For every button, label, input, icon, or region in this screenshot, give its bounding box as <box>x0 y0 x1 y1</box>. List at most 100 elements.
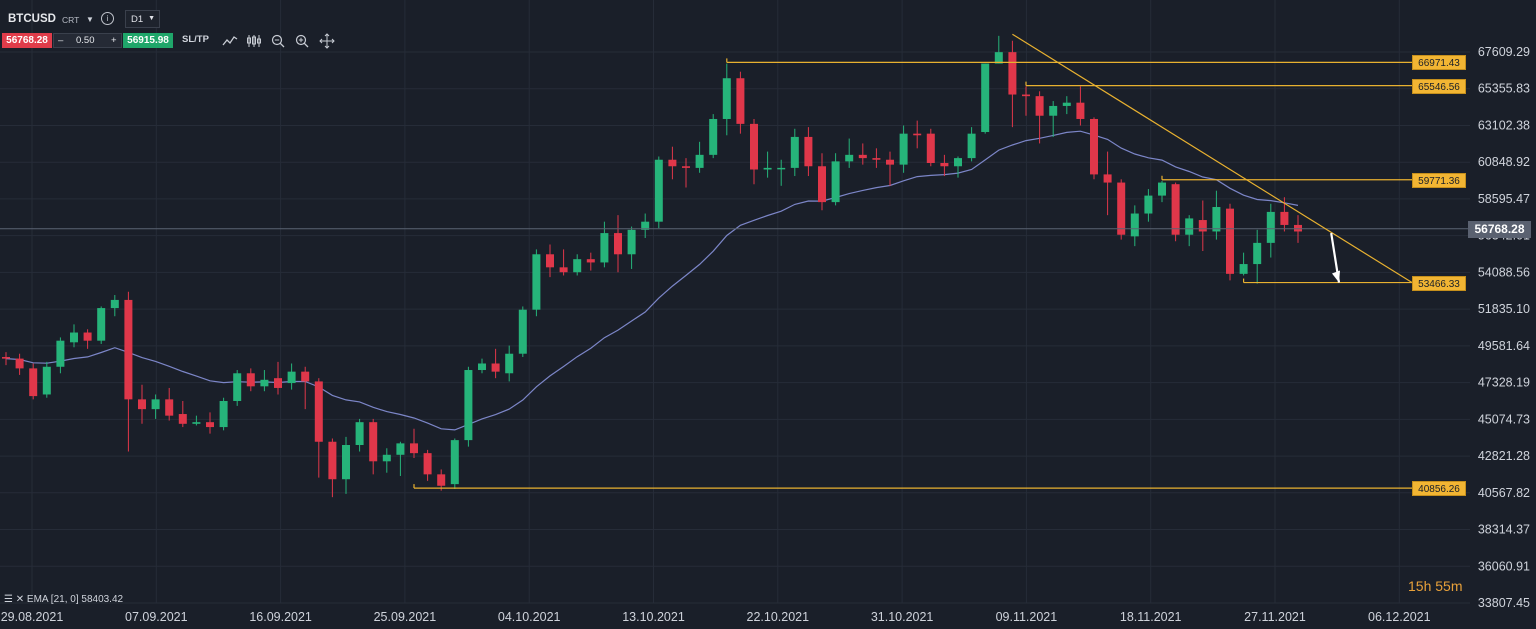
candle <box>491 348 500 379</box>
candle-body <box>42 366 51 395</box>
candle <box>15 353 24 375</box>
candle-body <box>2 356 10 359</box>
candle-body <box>790 136 799 168</box>
indicator-label: EMA [21, 0] 58403.42 <box>26 594 124 605</box>
candle-body <box>872 158 881 160</box>
indicators-icon[interactable] <box>246 33 262 49</box>
candle <box>573 254 582 276</box>
sell-button[interactable]: 56768.28 <box>2 33 52 48</box>
candle-body <box>1158 182 1166 196</box>
ema-21-line <box>5 130 1299 431</box>
candle <box>1035 91 1044 144</box>
crosshair-icon[interactable] <box>319 33 335 49</box>
candle-body <box>1076 102 1085 119</box>
candle <box>151 394 160 419</box>
x-tick-label: 22.10.2021 <box>747 610 810 624</box>
candle <box>872 148 881 168</box>
quantity-decrease-button[interactable]: – <box>58 35 64 46</box>
candle <box>886 151 894 186</box>
candle <box>369 418 378 475</box>
candle <box>192 415 201 426</box>
candle-body <box>682 166 690 168</box>
candle <box>804 127 813 177</box>
candle <box>818 153 826 211</box>
candle-body <box>1198 220 1207 232</box>
candle-body <box>641 221 650 230</box>
candle <box>1090 117 1098 180</box>
level-price-tag[interactable]: 66971.43 <box>1412 55 1466 71</box>
level-lines[interactable] <box>0 33 1468 489</box>
candle <box>314 378 323 478</box>
candle <box>355 418 364 452</box>
y-tick-label: 42821.28 <box>1478 449 1530 463</box>
candle <box>750 118 758 185</box>
candle-body <box>287 371 296 384</box>
candle-body <box>1062 102 1071 106</box>
quantity-input[interactable]: 0.50 <box>76 35 95 46</box>
level-price-tag[interactable]: 53466.33 <box>1412 275 1466 291</box>
zoom-out-icon[interactable] <box>270 33 286 49</box>
chart-type-label[interactable]: CRT <box>62 15 80 25</box>
candle-body <box>1280 211 1289 225</box>
arrow-head-icon <box>1332 270 1340 283</box>
zoom-in-icon[interactable] <box>294 33 310 49</box>
candle-body <box>260 379 269 387</box>
indicator-legend[interactable]: ☰ ✕ EMA [21, 0] 58403.42 <box>4 594 123 605</box>
candle <box>586 252 595 271</box>
y-tick-label: 40567.82 <box>1478 486 1530 500</box>
sltp-button[interactable]: SL/TP <box>182 34 209 45</box>
candle <box>1253 229 1262 284</box>
candle-body <box>926 133 935 163</box>
x-tick-label: 07.09.2021 <box>125 610 188 624</box>
candle-body <box>831 161 840 203</box>
info-icon[interactable]: i <box>101 12 114 25</box>
price-axis[interactable]: 67609.29 65355.83 63102.38 60848.92 58595.47… <box>1478 45 1530 610</box>
y-tick-label: 54088.56 <box>1478 265 1530 279</box>
candle-body <box>342 445 350 480</box>
candle <box>382 448 391 473</box>
timeframe-select[interactable]: D1 ▼ <box>125 10 160 28</box>
level-price-tag[interactable]: 65546.56 <box>1412 78 1466 94</box>
candle-body <box>818 166 826 203</box>
quantity-stepper[interactable]: – 0.50 + <box>53 33 122 48</box>
time-axis[interactable]: 29.08.2021 07.09.2021 16.09.2021 25.09.2021… <box>1 610 1431 624</box>
candle-body <box>70 332 78 343</box>
candle <box>97 306 106 344</box>
candle-body <box>518 309 527 354</box>
candle <box>478 358 486 374</box>
candle-body <box>165 399 174 416</box>
candle <box>1130 205 1139 247</box>
candle-body <box>1049 105 1058 116</box>
chart-type-caret-icon[interactable]: ▼ <box>86 15 94 24</box>
candle <box>1185 215 1194 247</box>
candle-body <box>505 353 514 374</box>
candle-body <box>1171 184 1180 235</box>
candle <box>178 400 187 428</box>
y-tick-label: 49581.64 <box>1478 339 1530 353</box>
symbol-label[interactable]: BTCUSD <box>8 13 56 25</box>
candle <box>967 127 976 162</box>
candle-body <box>777 167 786 170</box>
line-chart-icon[interactable] <box>222 33 238 49</box>
level-price-tag[interactable]: 40856.26 <box>1412 481 1466 497</box>
y-tick-label: 38314.37 <box>1478 523 1530 537</box>
candle <box>736 71 745 134</box>
y-tick-label: 33807.45 <box>1478 596 1530 610</box>
candle <box>1266 203 1275 258</box>
candle-body <box>437 474 446 486</box>
candle-body <box>614 233 622 255</box>
level-price-tag[interactable]: 59771.36 <box>1412 172 1466 188</box>
indicator-menu-icon[interactable]: ☰ ✕ <box>4 594 27 605</box>
candle <box>1049 101 1058 137</box>
candle-body <box>178 414 187 424</box>
quantity-increase-button[interactable]: + <box>111 35 117 46</box>
chart-toolbar: BTCUSD CRT ▼ i D1 ▼ 56768.28 – 0.50 + 56… <box>0 0 360 52</box>
candle <box>668 146 677 180</box>
candle <box>233 370 242 406</box>
candle <box>722 63 731 136</box>
candle <box>682 158 690 188</box>
candle <box>790 128 799 177</box>
candle-body <box>1185 218 1194 235</box>
buy-button[interactable]: 56915.98 <box>123 33 173 48</box>
